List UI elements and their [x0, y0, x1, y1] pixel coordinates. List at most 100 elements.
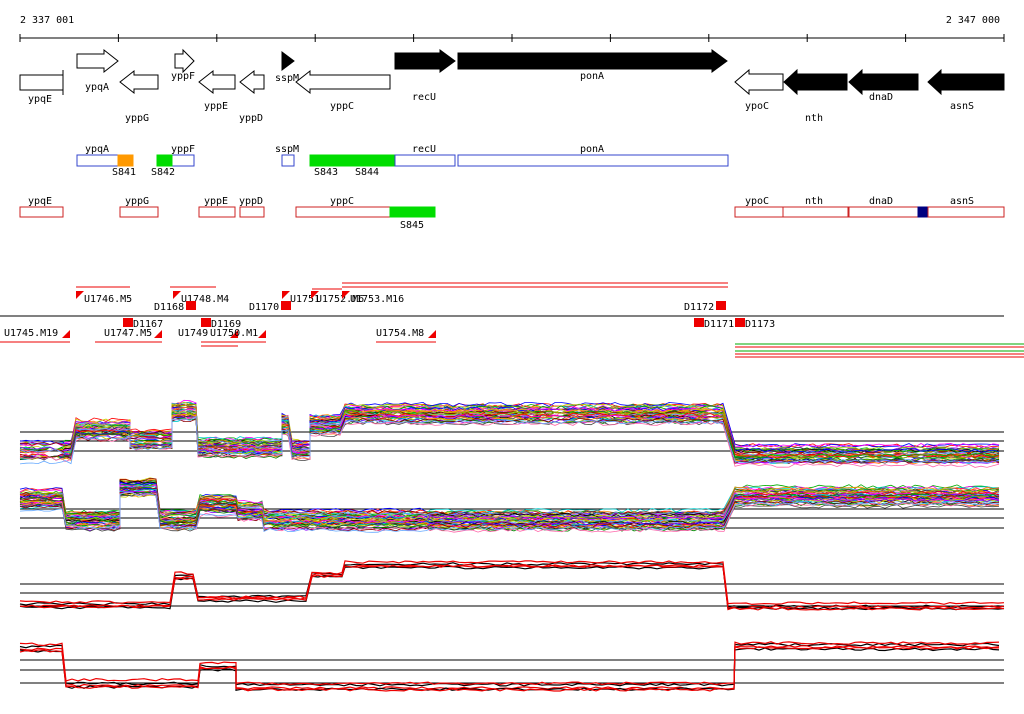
tu-label-U1751: U1751: [290, 294, 320, 305]
segment-dnaD[interactable]: dnaD: [848, 196, 929, 218]
gene-ypqA[interactable]: ypqA: [76, 48, 119, 93]
gene-yppF[interactable]: yppF: [171, 48, 195, 82]
ruler-ticks: [19, 34, 1005, 42]
gene-label: yppE: [204, 101, 228, 112]
feature-label-S844: S844: [355, 167, 379, 178]
tu-marker[interactable]: [173, 291, 181, 299]
tu-label-U1746-M5: U1746.M5: [84, 294, 132, 305]
feature-label-S842: S842: [151, 167, 175, 178]
segment-ypoC[interactable]: ypoC: [734, 196, 784, 218]
gene-yppG[interactable]: yppG: [119, 69, 159, 124]
transcription-unit-track: U1746.M5 U1748.M4 D1168 D1170 U1751 U175…: [0, 282, 1024, 358]
gene-label: ypoC: [745, 101, 769, 112]
gene-label: sspM: [275, 73, 299, 84]
tu-marker[interactable]: [428, 330, 436, 338]
gene-yppC[interactable]: yppC: [295, 69, 391, 112]
segment-asnS[interactable]: asnS: [927, 196, 1005, 218]
segment-label: yppE: [204, 196, 228, 207]
tu-marker[interactable]: [282, 291, 290, 299]
expression-profile-line: [19, 564, 1005, 611]
tu-marker[interactable]: [281, 301, 291, 310]
gene-label: yppC: [330, 101, 354, 112]
gene-label: ypqE: [28, 94, 52, 105]
plus-strand-segment-track: ypqA S841 yppF S842 sspM S843 S844 recU …: [76, 144, 729, 178]
expression-profile-panel-minus-summary: [19, 641, 1004, 692]
tu-marker[interactable]: [154, 330, 162, 338]
expression-profile-line: [19, 647, 1000, 692]
expression-profile-line: [19, 413, 1000, 465]
expression-profile-line: [19, 415, 1000, 465]
tu-label-U1754-M8: U1754.M8: [376, 328, 424, 339]
expression-profile-line: [19, 645, 1000, 692]
tu-marker[interactable]: [716, 301, 726, 310]
segment-ypqE[interactable]: ypqE: [19, 196, 64, 218]
tu-marker[interactable]: [186, 301, 196, 310]
expression-profile-line: [19, 641, 1000, 686]
tu-label-U1752-M6: U1752.M6: [316, 294, 364, 305]
tu-marker[interactable]: [76, 291, 84, 299]
gene-label: ypqA: [85, 82, 109, 93]
expression-profile-panel-plus-summary: [19, 560, 1005, 611]
segment-ponA[interactable]: ponA: [457, 144, 729, 167]
gene-nth[interactable]: nth: [783, 68, 848, 124]
tu-marker[interactable]: [311, 291, 319, 299]
feature-navy-box[interactable]: [917, 206, 929, 218]
tu-label-U1747-M5: U1747.M5: [104, 328, 152, 339]
ruler-end-label: 2 347 000: [946, 15, 1000, 26]
tu-marker[interactable]: [201, 318, 211, 327]
tu-marker[interactable]: [694, 318, 704, 327]
gene-label: asnS: [950, 101, 974, 112]
feature-green-box[interactable]: [389, 206, 436, 218]
gene-asnS[interactable]: asnS: [927, 68, 1005, 112]
expression-profile-line: [19, 416, 1000, 468]
tu-marker[interactable]: [123, 318, 133, 327]
segment-yppC[interactable]: yppC: [295, 196, 391, 218]
segment-yppG[interactable]: yppG: [119, 196, 159, 218]
feature-label-S841: S841: [112, 167, 136, 178]
gene-label: ponA: [580, 71, 604, 82]
segment-sspM[interactable]: sspM: [275, 144, 299, 167]
segment-label: asnS: [950, 196, 974, 207]
tu-label-D1169: D1169: [211, 319, 241, 330]
segment-label: ponA: [580, 144, 604, 155]
gene-ypqE[interactable]: ypqE: [19, 70, 64, 105]
segment-label: recU: [412, 144, 436, 155]
coordinate-ruler: 2 337 001 2 347 000: [19, 15, 1005, 42]
tu-label-U1750-M1: U1750.M1: [210, 328, 258, 339]
feature-orange-box[interactable]: [117, 154, 134, 167]
tu-marker[interactable]: [342, 291, 350, 299]
gene-yppD[interactable]: yppD: [239, 69, 265, 124]
expression-profile-line: [20, 564, 1005, 609]
gene-label: dnaD: [869, 92, 893, 103]
segment-nth[interactable]: nth: [782, 196, 849, 218]
tu-marker[interactable]: [735, 318, 745, 327]
tu-marker[interactable]: [230, 330, 238, 338]
feature-label-S845: S845: [400, 220, 424, 231]
gene-recU[interactable]: recU: [394, 49, 456, 103]
feature-label-S843: S843: [314, 167, 338, 178]
gene-sspM[interactable]: sspM: [275, 51, 299, 84]
ruler-start-label: 2 337 001: [20, 15, 74, 26]
gene-label: yppF: [171, 71, 195, 82]
tu-label-U1745-M19: U1745.M19: [4, 328, 58, 339]
feature-green-box[interactable]: [309, 154, 395, 167]
segment-recU[interactable]: recU: [394, 144, 456, 167]
feature-green-box[interactable]: [156, 154, 173, 167]
expression-profile-line: [19, 486, 1000, 526]
gene-yppE[interactable]: yppE: [198, 69, 236, 112]
gene-dnaD[interactable]: dnaD: [848, 68, 919, 103]
tu-label-D1171: D1171: [704, 319, 734, 330]
expression-profile-line: [19, 492, 1000, 533]
gene-ponA[interactable]: ponA: [457, 49, 728, 82]
expression-profile-line: [19, 492, 1000, 532]
expression-profile-line: [19, 491, 1000, 532]
segment-yppE[interactable]: yppE: [198, 196, 236, 218]
tu-marker[interactable]: [62, 330, 70, 338]
tu-label-D1170: D1170: [249, 302, 279, 313]
segment-yppD[interactable]: yppD: [239, 196, 265, 218]
gene-label: recU: [412, 92, 436, 103]
gene-ypoC[interactable]: ypoC: [734, 68, 784, 112]
expression-profile-line: [19, 491, 1000, 533]
tu-label-U1749: U1749: [178, 328, 208, 339]
tu-marker[interactable]: [258, 330, 266, 338]
